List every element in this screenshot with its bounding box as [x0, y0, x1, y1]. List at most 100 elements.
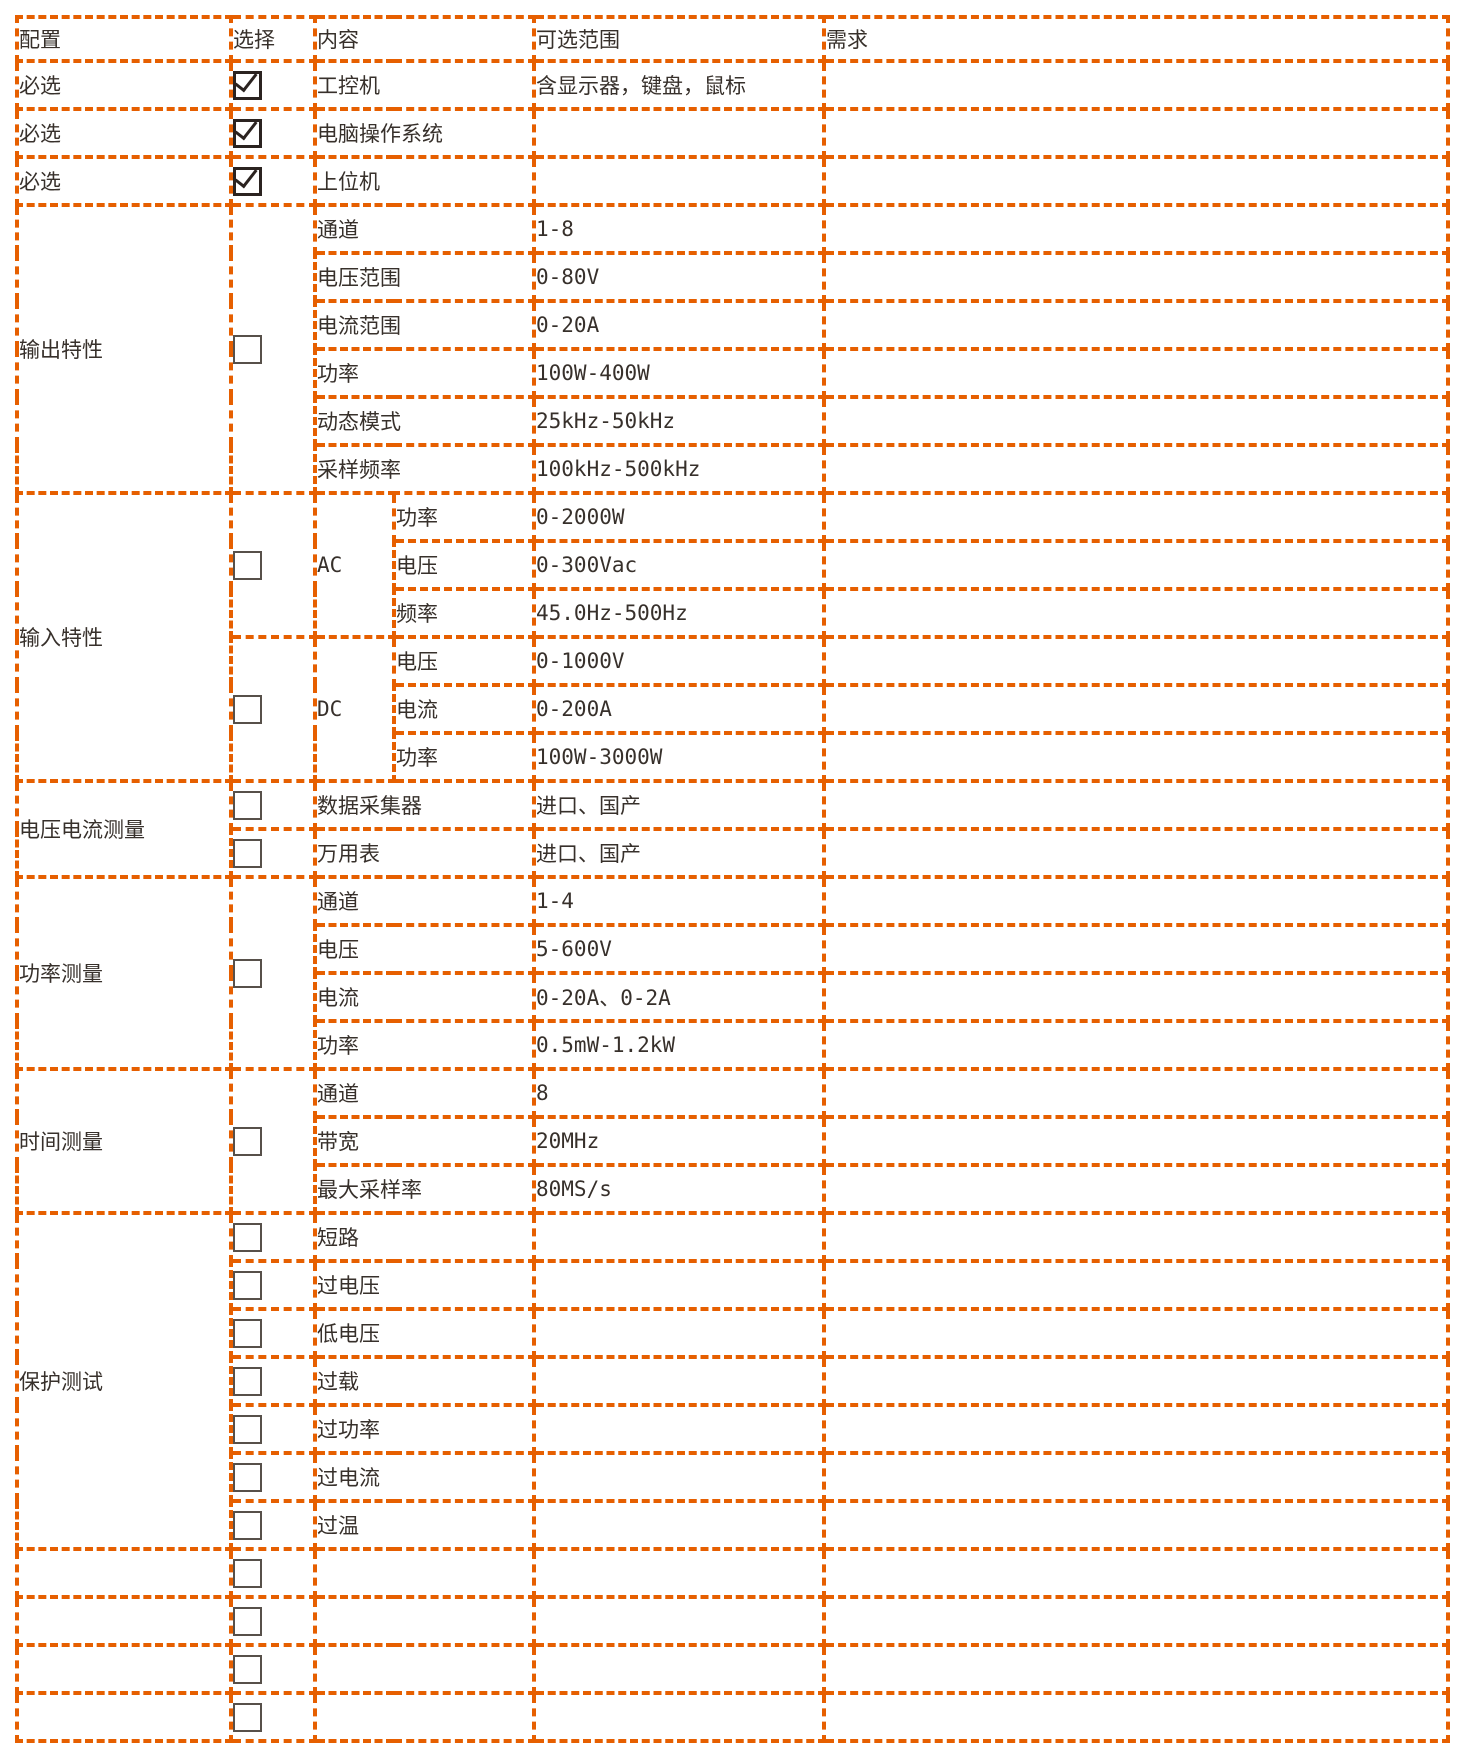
content-cell: 电压	[392, 539, 536, 591]
table-row: 电流 0-200A	[17, 683, 1450, 735]
checkbox-unchecked-icon[interactable]	[235, 1462, 262, 1492]
table-row: 输入特性 AC 功率 0-2000W	[15, 491, 1450, 783]
checkbox-unchecked-icon[interactable]	[235, 1654, 262, 1684]
checkbox-unchecked-icon[interactable]	[235, 1222, 262, 1252]
config-cell: 电压电流测量	[15, 779, 233, 879]
content-cell: 通道	[313, 875, 536, 927]
checkbox-unchecked-icon[interactable]	[235, 1606, 262, 1636]
table-row: 必选 工控机 含显示器，键盘，鼠标	[15, 59, 1450, 111]
demand-cell	[822, 1259, 1450, 1311]
table-row: 输出特性 通道 1-8	[15, 203, 1450, 495]
checkbox-unchecked-icon[interactable]	[235, 1270, 262, 1300]
table-row: 过载	[17, 1355, 1450, 1407]
table-row: 电压 0-300Vac	[17, 539, 1450, 591]
checkbox-unchecked-icon[interactable]	[235, 958, 262, 988]
range-cell	[532, 1595, 826, 1647]
group-label-cell: DC	[313, 635, 396, 783]
content-cell: 通道	[313, 203, 536, 255]
content-cell: 数据采集器	[313, 779, 536, 831]
content-cell	[313, 1691, 536, 1743]
range-cell: 0-2000W	[532, 491, 826, 543]
range-cell: 5-600V	[532, 923, 826, 975]
demand-cell	[822, 539, 1450, 591]
range-cell: 0-300Vac	[532, 539, 826, 591]
select-cell	[229, 635, 317, 783]
content-cell: 功率	[313, 1019, 536, 1071]
table-row	[15, 1643, 1450, 1695]
table-row: 频率 45.0Hz-500Hz	[17, 587, 1450, 639]
demand-cell	[822, 155, 1450, 207]
demand-cell	[822, 683, 1450, 735]
content-cell: 电压	[313, 923, 536, 975]
table-row: DC 电压 0-1000V	[17, 635, 1450, 783]
range-cell: 8	[532, 1067, 826, 1119]
demand-cell	[822, 203, 1450, 255]
checkbox-unchecked-icon[interactable]	[235, 1126, 262, 1156]
table-row: 过功率	[17, 1403, 1450, 1455]
range-cell	[532, 1259, 826, 1311]
range-cell	[532, 155, 826, 207]
range-cell: 0-20A、0-2A	[532, 971, 826, 1023]
config-cell: 保护测试	[15, 1211, 233, 1551]
config-cell: 功率测量	[15, 875, 233, 1071]
checkbox-unchecked-icon[interactable]	[235, 1414, 262, 1444]
range-cell: 0-80V	[532, 251, 826, 303]
demand-cell	[822, 347, 1450, 399]
range-cell: 0.5mW-1.2kW	[532, 1019, 826, 1071]
table-row: 必选 上位机	[15, 155, 1450, 207]
range-cell	[532, 1691, 826, 1743]
demand-cell	[822, 1547, 1450, 1599]
config-cell	[15, 1547, 233, 1599]
table-row: 采样频率 100kHz-500kHz	[17, 443, 1450, 495]
select-cell	[229, 107, 317, 159]
range-cell	[532, 107, 826, 159]
checkbox-checked-icon[interactable]	[235, 166, 262, 196]
demand-cell	[822, 1451, 1450, 1503]
select-cell	[229, 875, 317, 1071]
config-cell: 时间测量	[15, 1067, 233, 1215]
table-row: 功率测量 通道 1-4	[15, 875, 1450, 1071]
demand-cell	[822, 827, 1450, 879]
content-cell: 低电压	[313, 1307, 536, 1359]
checkbox-unchecked-icon[interactable]	[235, 1510, 262, 1540]
range-cell	[532, 1307, 826, 1359]
select-cell	[229, 1691, 317, 1743]
range-cell	[532, 1355, 826, 1407]
table-row: 低电压	[17, 1307, 1450, 1359]
range-cell: 100kHz-500kHz	[532, 443, 826, 495]
table-row: 过温	[17, 1499, 1450, 1551]
checkbox-checked-icon[interactable]	[235, 70, 262, 100]
content-cell: 工控机	[313, 59, 536, 111]
table-row: 电压 5-600V	[17, 923, 1450, 975]
table-row: 功率 0.5mW-1.2kW	[17, 1019, 1450, 1071]
checkbox-unchecked-icon[interactable]	[235, 1366, 262, 1396]
table-row: 电压电流测量 数据采集器 进口、国产	[15, 779, 1450, 879]
select-cell	[229, 1403, 317, 1455]
demand-cell	[822, 779, 1450, 831]
demand-cell	[822, 1355, 1450, 1407]
select-cell	[229, 1451, 317, 1503]
content-cell: 功率	[313, 347, 536, 399]
table-row	[15, 1691, 1450, 1743]
config-cell: 必选	[15, 155, 233, 207]
select-cell	[229, 1595, 317, 1647]
demand-cell	[822, 299, 1450, 351]
range-cell: 20MHz	[532, 1115, 826, 1167]
content-cell: 过温	[313, 1499, 536, 1551]
checkbox-unchecked-icon[interactable]	[235, 1318, 262, 1348]
checkbox-unchecked-icon[interactable]	[235, 1558, 262, 1588]
checkbox-unchecked-icon[interactable]	[235, 790, 262, 820]
demand-cell	[822, 491, 1450, 543]
checkbox-unchecked-icon[interactable]	[235, 550, 262, 580]
checkbox-unchecked-icon[interactable]	[235, 838, 262, 868]
select-cell	[229, 1355, 317, 1407]
range-cell	[532, 1211, 826, 1263]
table-row: 时间测量 通道 8	[15, 1067, 1450, 1215]
range-cell: 进口、国产	[532, 779, 826, 831]
checkbox-unchecked-icon[interactable]	[235, 694, 262, 724]
demand-cell	[822, 731, 1450, 783]
config-cell	[15, 1595, 233, 1647]
checkbox-checked-icon[interactable]	[235, 118, 262, 148]
checkbox-unchecked-icon[interactable]	[235, 334, 262, 364]
checkbox-unchecked-icon[interactable]	[235, 1702, 262, 1732]
